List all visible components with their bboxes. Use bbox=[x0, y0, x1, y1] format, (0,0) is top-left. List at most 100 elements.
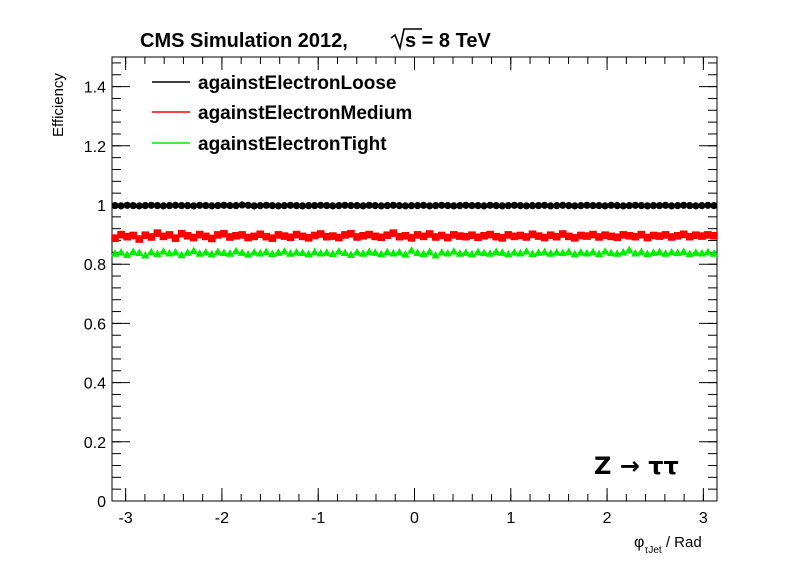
data-point bbox=[153, 229, 162, 237]
data-point bbox=[480, 231, 488, 240]
x-tick-label: 3 bbox=[699, 510, 708, 527]
data-point bbox=[607, 201, 615, 209]
data-point bbox=[226, 233, 234, 241]
data-point bbox=[220, 201, 228, 209]
data-point bbox=[159, 202, 168, 210]
data-point bbox=[528, 201, 537, 210]
data-point bbox=[377, 233, 386, 242]
data-point bbox=[237, 248, 247, 256]
data-point bbox=[389, 229, 398, 237]
data-point bbox=[232, 201, 240, 210]
data-point bbox=[310, 247, 319, 256]
data-point bbox=[328, 249, 338, 258]
data-point bbox=[649, 248, 658, 256]
data-point bbox=[286, 201, 295, 209]
data-point bbox=[625, 201, 633, 210]
data-point bbox=[226, 201, 234, 210]
data-point bbox=[571, 202, 579, 210]
data-point bbox=[250, 232, 258, 241]
data-point bbox=[359, 202, 367, 210]
data-point bbox=[661, 231, 670, 239]
data-point bbox=[516, 201, 524, 210]
data-point bbox=[189, 246, 198, 255]
data-point bbox=[110, 249, 120, 257]
data-point bbox=[280, 232, 289, 240]
data-point bbox=[352, 247, 362, 256]
data-point bbox=[685, 232, 694, 241]
data-point bbox=[710, 231, 718, 240]
data-point bbox=[177, 201, 186, 210]
data-point bbox=[498, 248, 507, 256]
legend-label-loose: againstElectronLoose bbox=[198, 73, 397, 94]
process-annotation: Z → ττ bbox=[594, 452, 679, 480]
data-point bbox=[425, 230, 434, 238]
data-point bbox=[619, 247, 628, 256]
legend-label-medium: againstElectronMedium bbox=[198, 103, 412, 124]
data-point bbox=[244, 201, 252, 209]
x-axis-title: φτJet / Rad bbox=[634, 534, 702, 556]
data-point bbox=[546, 249, 555, 257]
data-point bbox=[413, 201, 422, 210]
data-point bbox=[443, 233, 452, 242]
data-point bbox=[552, 247, 561, 256]
data-point bbox=[116, 247, 126, 256]
data-point bbox=[576, 247, 586, 256]
data-point bbox=[504, 231, 513, 239]
x-axis-title-symbol: φ bbox=[634, 534, 644, 551]
data-point bbox=[444, 201, 452, 210]
data-point bbox=[195, 230, 204, 239]
data-point bbox=[673, 231, 682, 240]
data-point bbox=[111, 234, 119, 242]
data-point bbox=[577, 231, 585, 240]
data-point bbox=[619, 202, 627, 210]
data-point bbox=[510, 247, 519, 256]
data-point bbox=[316, 248, 325, 257]
data-point bbox=[668, 202, 676, 210]
data-point bbox=[141, 201, 149, 210]
data-point bbox=[534, 248, 543, 256]
data-point bbox=[207, 249, 217, 258]
data-point bbox=[468, 231, 476, 239]
data-point bbox=[510, 201, 518, 209]
data-point bbox=[455, 249, 465, 257]
data-point bbox=[450, 231, 458, 239]
data-point bbox=[679, 230, 688, 239]
data-point bbox=[401, 202, 410, 210]
data-point bbox=[704, 231, 712, 239]
series-loose bbox=[111, 201, 718, 210]
data-point bbox=[177, 229, 186, 238]
data-point bbox=[340, 248, 350, 257]
data-point bbox=[244, 233, 252, 242]
data-point bbox=[183, 231, 192, 240]
data-point bbox=[171, 201, 180, 209]
data-point bbox=[498, 234, 507, 242]
series-medium bbox=[111, 229, 718, 243]
energy-sqrt-var: s bbox=[405, 30, 416, 52]
legend-item-medium: againstElectronMedium bbox=[152, 103, 412, 124]
data-point bbox=[456, 201, 464, 210]
data-point bbox=[135, 235, 144, 243]
x-tick-label: 0 bbox=[410, 510, 419, 527]
data-point bbox=[553, 201, 561, 210]
data-point bbox=[480, 202, 488, 210]
data-point bbox=[595, 201, 603, 210]
data-point bbox=[655, 201, 664, 210]
data-point bbox=[613, 233, 621, 242]
data-point bbox=[341, 201, 349, 209]
y-tick-label: 0.2 bbox=[84, 435, 106, 452]
data-point bbox=[232, 231, 240, 240]
data-point bbox=[129, 231, 137, 240]
data-point bbox=[310, 231, 319, 240]
data-point bbox=[625, 231, 634, 240]
data-point bbox=[522, 233, 531, 241]
data-point bbox=[208, 234, 216, 243]
data-point bbox=[686, 201, 694, 210]
data-point bbox=[280, 201, 289, 210]
sqrt-symbol bbox=[390, 28, 422, 51]
data-point bbox=[153, 249, 162, 258]
data-point bbox=[298, 248, 307, 257]
data-point bbox=[674, 201, 682, 210]
data-point bbox=[249, 247, 259, 256]
data-point bbox=[202, 201, 210, 210]
data-point bbox=[268, 249, 277, 258]
